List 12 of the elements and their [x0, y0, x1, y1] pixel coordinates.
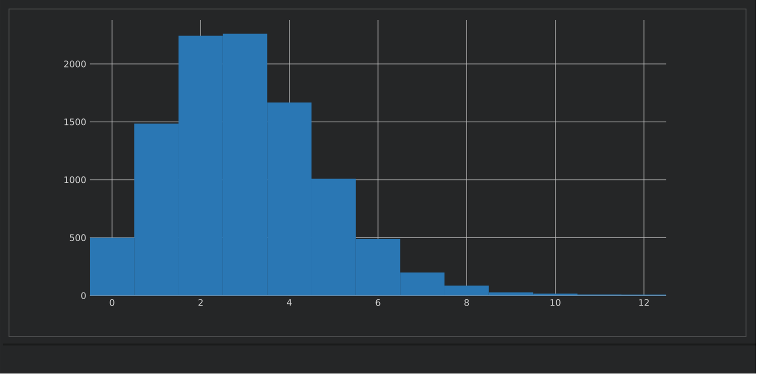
y-tick-label: 2000: [64, 60, 86, 68]
y-tick-label: 1000: [64, 176, 86, 184]
x-tick-label: 8: [464, 299, 469, 306]
x-tick-label: 0: [110, 299, 114, 306]
x-tick-label: 6: [376, 299, 380, 306]
x-tick-label: 10: [550, 299, 560, 306]
y-tick-label: 1500: [64, 118, 86, 126]
x-tick-label: 2: [198, 299, 203, 306]
y-tick-label: 0: [81, 292, 86, 300]
x-tick-label: 12: [639, 299, 649, 306]
x-tick-label: 4: [286, 299, 292, 306]
y-tick-label: 500: [70, 234, 86, 242]
